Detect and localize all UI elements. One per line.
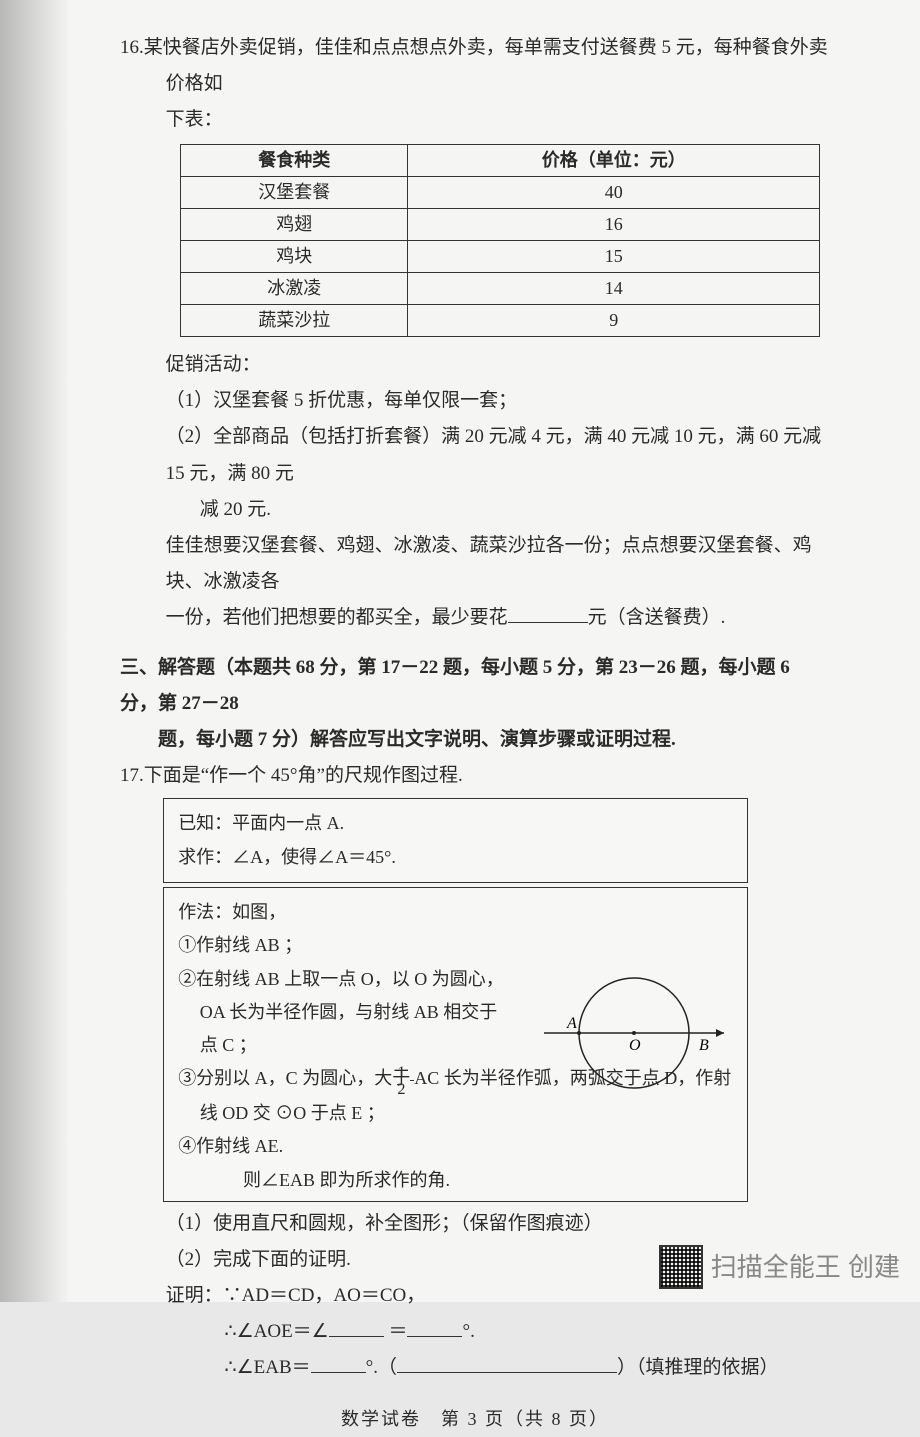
- proof-l2c: °.: [462, 1321, 474, 1342]
- given-l1: 已知：平面内一点 A.: [178, 807, 733, 840]
- promo-1: （1）汉堡套餐 5 折优惠，每单仅限一套；: [120, 383, 830, 419]
- q17-sub1: （1）使用直尺和圆规，补全图形；（保留作图痕迹）: [120, 1206, 830, 1242]
- proof-l2b: ＝: [388, 1321, 407, 1342]
- q16-line1: 某快餐店外卖促销，佳佳和点点想点外卖，每单需支付送餐费 5 元，每种餐食外卖价格…: [144, 37, 828, 94]
- section-3-title: 三、解答题（本题共 68 分，第 17－22 题，每小题 5 分，第 23－26…: [120, 650, 830, 722]
- page-footer: 数学试卷 第 3 页（共 8 页）: [120, 1402, 830, 1436]
- scanner-watermark: 扫描全能王 创建: [659, 1243, 900, 1292]
- promo-title: 促销活动：: [120, 347, 830, 383]
- q16-ask-l2: 一份，若他们把想要的都买全，最少要花 元（含送餐费）.: [120, 600, 830, 636]
- question-17: 17.下面是“作一个 45°角”的尺规作图过程. 已知：平面内一点 A. 求作：…: [120, 758, 830, 1386]
- table-row: 鸡翅16: [181, 209, 820, 241]
- blank-answer: [508, 603, 588, 623]
- qr-icon: [659, 1245, 703, 1289]
- col-header-type: 餐食种类: [181, 145, 408, 177]
- promo-2-l2: 减 20 元.: [120, 492, 830, 528]
- table-row: 鸡块15: [181, 241, 820, 273]
- given-box: 已知：平面内一点 A. 求作：∠A，使得∠A＝45°.: [163, 798, 748, 883]
- table-row: 蔬菜沙拉9: [181, 305, 820, 337]
- table-row: 汉堡套餐40: [181, 177, 820, 209]
- q16-ask-l2b: 元（含送餐费）.: [588, 607, 726, 628]
- scan-shadow: [0, 0, 70, 1302]
- proof-l3b: °.（: [366, 1357, 397, 1378]
- construction-box: 作法：如图， ①作射线 AB ； ②在射线 AB 上取一点 O，以 O 为圆心，…: [163, 887, 748, 1202]
- box2-header: 作法：如图，: [178, 896, 733, 929]
- proof-l2a: ∴∠AOE＝∠: [225, 1321, 329, 1342]
- question-16: 16.某快餐店外卖促销，佳佳和点点想点外卖，每单需支付送餐费 5 元，每种餐食外…: [120, 30, 830, 636]
- q16-line2: 下表：: [120, 102, 830, 138]
- q16-ask-l1: 佳佳想要汉堡套餐、鸡翅、冰激凌、蔬菜沙拉各一份；点点想要汉堡套餐、鸡块、冰激凌各: [120, 528, 830, 600]
- given-l2: 求作：∠A，使得∠A＝45°.: [178, 841, 733, 874]
- q16-ask-l2a: 一份，若他们把想要的都买全，最少要花: [166, 607, 508, 628]
- blank-deg1: [407, 1317, 462, 1337]
- section-3-title-l2: 题，每小题 7 分）解答应写出文字说明、演算步骤或证明过程.: [120, 722, 830, 758]
- q16-stem: 16.某快餐店外卖促销，佳佳和点点想点外卖，每单需支付送餐费 5 元，每种餐食外…: [120, 30, 830, 102]
- table-header-row: 餐食种类 价格（单位：元）: [181, 145, 820, 177]
- proof-l2: ∴∠AOE＝∠ ＝ °.: [120, 1314, 830, 1350]
- label-O: O: [629, 1037, 641, 1054]
- step-3-l1a: ③分别以 A，C 为圆心，大于: [178, 1068, 410, 1088]
- q17-stem-text: 下面是“作一个 45°角”的尺规作图过程.: [144, 765, 463, 786]
- q16-number: 16.: [120, 37, 144, 58]
- table-row: 冰激凌14: [181, 273, 820, 305]
- label-B: B: [699, 1037, 709, 1054]
- circle-diagram: A O B: [539, 948, 729, 1108]
- promo-2-l1: （2）全部商品（包括打折套餐）满 20 元减 4 元，满 40 元减 10 元，…: [120, 419, 830, 491]
- step-4: ④作射线 AE.: [178, 1130, 733, 1163]
- watermark-text: 扫描全能王 创建: [711, 1243, 900, 1292]
- q17-stem: 17.下面是“作一个 45°角”的尺规作图过程.: [120, 758, 830, 794]
- blank-angle: [329, 1317, 384, 1337]
- label-A: A: [566, 1015, 577, 1032]
- proof-l3a: ∴∠EAB＝: [225, 1357, 311, 1378]
- conclusion: 则∠EAB 即为所求作的角.: [200, 1164, 733, 1197]
- proof-l3: ∴∠EAB＝ °.（ ）（填推理的依据）: [120, 1350, 830, 1386]
- price-table: 餐食种类 价格（单位：元） 汉堡套餐40 鸡翅16 鸡块15 冰激凌14 蔬菜沙…: [180, 144, 820, 337]
- col-header-price: 价格（单位：元）: [408, 145, 820, 177]
- blank-reason: [397, 1353, 617, 1373]
- proof-l3c: ）（填推理的依据）: [617, 1357, 779, 1378]
- exam-page: 16.某快餐店外卖促销，佳佳和点点想点外卖，每单需支付送餐费 5 元，每种餐食外…: [0, 0, 920, 1302]
- q17-number: 17.: [120, 765, 144, 786]
- section-3-title-l1: 三、解答题（本题共 68 分，第 17－22 题，每小题 5 分，第 23－26…: [120, 657, 790, 714]
- blank-deg2: [311, 1353, 366, 1373]
